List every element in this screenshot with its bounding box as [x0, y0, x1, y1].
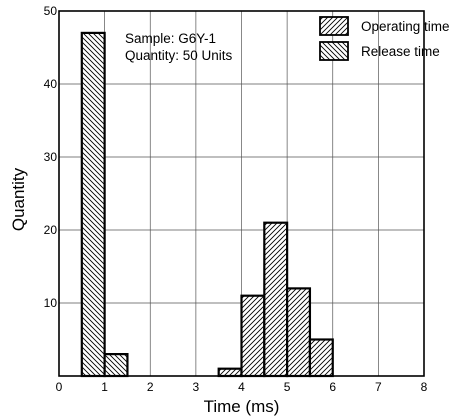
x-tick-label: 7 — [375, 380, 382, 394]
annotation-line: Sample: G6Y-1 — [125, 31, 216, 46]
bar-operating-time — [286, 287, 312, 378]
x-tick-label: 5 — [284, 380, 291, 394]
legend-label-release-time: Release time — [361, 44, 440, 59]
legend-swatch-release-time — [319, 41, 349, 61]
x-axis-title: Time (ms) — [204, 397, 280, 416]
y-axis-title: Quantity — [9, 167, 28, 231]
x-tick-label: 0 — [56, 380, 63, 394]
y-tick-label: 10 — [44, 296, 58, 310]
plot-frame — [58, 10, 425, 377]
bar-operating-time — [308, 338, 334, 378]
bar-release-time — [80, 31, 106, 378]
x-tick-label: 8 — [421, 380, 428, 394]
x-tick-label: 4 — [238, 380, 245, 394]
x-tick-label: 6 — [329, 380, 336, 394]
y-tick-label: 50 — [44, 4, 58, 18]
y-tick-label: 30 — [44, 150, 58, 164]
annotation-line: Quantity: 50 Units — [125, 48, 233, 63]
bars-layer — [80, 31, 334, 378]
y-tick-label: 20 — [44, 223, 58, 237]
grid-lines — [59, 11, 424, 376]
y-tick-label: 40 — [44, 77, 58, 91]
legend-label-operating-time: Operating time — [361, 19, 450, 34]
bar-operating-time — [240, 294, 266, 378]
x-tick-label: 3 — [193, 380, 200, 394]
bar-release-time — [103, 353, 129, 378]
legend: Operating time Release time — [319, 16, 450, 61]
sample-annotation: Sample: G6Y-1 Quantity: 50 Units — [125, 31, 233, 63]
x-tick-label: 1 — [101, 380, 108, 394]
tick-labels: 0 1 2 3 4 5 6 7 8 10 20 30 40 50 — [44, 4, 428, 394]
x-tick-label: 2 — [147, 380, 154, 394]
legend-swatch-operating-time — [319, 16, 349, 36]
bar-operating-time — [217, 367, 243, 378]
bar-operating-time — [263, 221, 289, 378]
